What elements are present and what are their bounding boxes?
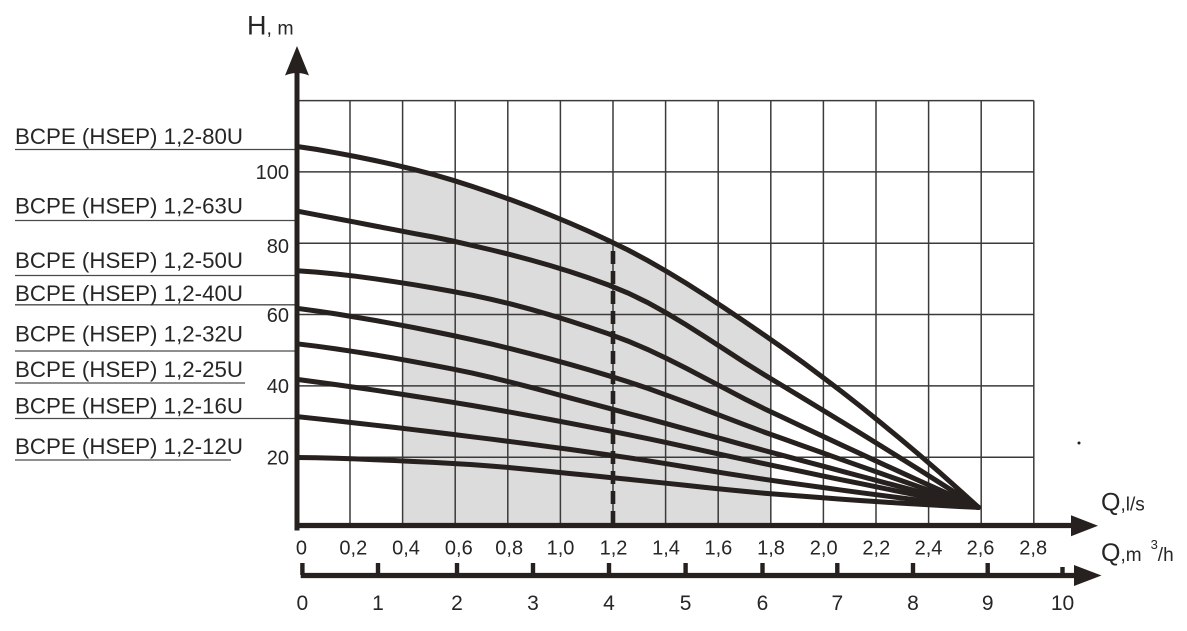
- svg-text:Q,l/s: Q,l/s: [1101, 489, 1145, 517]
- svg-text:4: 4: [603, 592, 615, 615]
- svg-text:Q,m3/h: Q,m3/h: [1101, 537, 1174, 567]
- svg-text:0,4: 0,4: [392, 538, 420, 560]
- svg-text:1,2: 1,2: [600, 538, 628, 560]
- svg-text:1,0: 1,0: [547, 538, 575, 560]
- svg-text:2: 2: [451, 592, 463, 615]
- svg-text:3: 3: [527, 592, 539, 615]
- svg-text:40: 40: [267, 376, 289, 398]
- svg-text:BCPE (HSEP) 1,2-80U: BCPE (HSEP) 1,2-80U: [15, 124, 243, 149]
- svg-text:10: 10: [1051, 592, 1074, 615]
- svg-text:100: 100: [256, 162, 289, 184]
- svg-text:2,8: 2,8: [1019, 538, 1047, 560]
- svg-text:0,2: 0,2: [339, 538, 367, 560]
- svg-text:BCPE (HSEP) 1,2-50U: BCPE (HSEP) 1,2-50U: [15, 248, 243, 273]
- svg-text:0,8: 0,8: [495, 538, 523, 560]
- svg-text:2,2: 2,2: [862, 538, 890, 560]
- svg-text:1: 1: [372, 592, 384, 615]
- svg-text:20: 20: [267, 448, 289, 470]
- svg-text:80: 80: [267, 236, 289, 258]
- svg-text:BCPE (HSEP) 1,2-16U: BCPE (HSEP) 1,2-16U: [15, 393, 243, 418]
- svg-text:2,0: 2,0: [810, 538, 838, 560]
- svg-text:BCPE (HSEP) 1,2-32U: BCPE (HSEP) 1,2-32U: [15, 321, 243, 346]
- svg-text:60: 60: [267, 305, 289, 327]
- svg-text:2,6: 2,6: [967, 538, 995, 560]
- svg-text:BCPE (HSEP) 1,2-12U: BCPE (HSEP) 1,2-12U: [15, 434, 243, 459]
- svg-text:0: 0: [297, 592, 309, 615]
- svg-text:2,4: 2,4: [915, 538, 943, 560]
- svg-text:BCPE (HSEP) 1,2-25U: BCPE (HSEP) 1,2-25U: [15, 357, 243, 382]
- svg-text:1,8: 1,8: [757, 538, 785, 560]
- svg-text:9: 9: [982, 592, 994, 615]
- svg-text:0: 0: [296, 538, 307, 560]
- svg-text:8: 8: [907, 592, 919, 615]
- svg-text:BCPE (HSEP) 1,2-63U: BCPE (HSEP) 1,2-63U: [15, 194, 243, 219]
- svg-text:H, m: H, m: [247, 11, 294, 41]
- svg-text:1,4: 1,4: [652, 538, 680, 560]
- svg-text:5: 5: [680, 592, 692, 615]
- svg-text:6: 6: [757, 592, 769, 615]
- svg-text:7: 7: [831, 592, 843, 615]
- svg-text:BCPE (HSEP) 1,2-40U: BCPE (HSEP) 1,2-40U: [15, 281, 243, 306]
- svg-text:0,6: 0,6: [445, 538, 473, 560]
- svg-text:1,6: 1,6: [704, 538, 732, 560]
